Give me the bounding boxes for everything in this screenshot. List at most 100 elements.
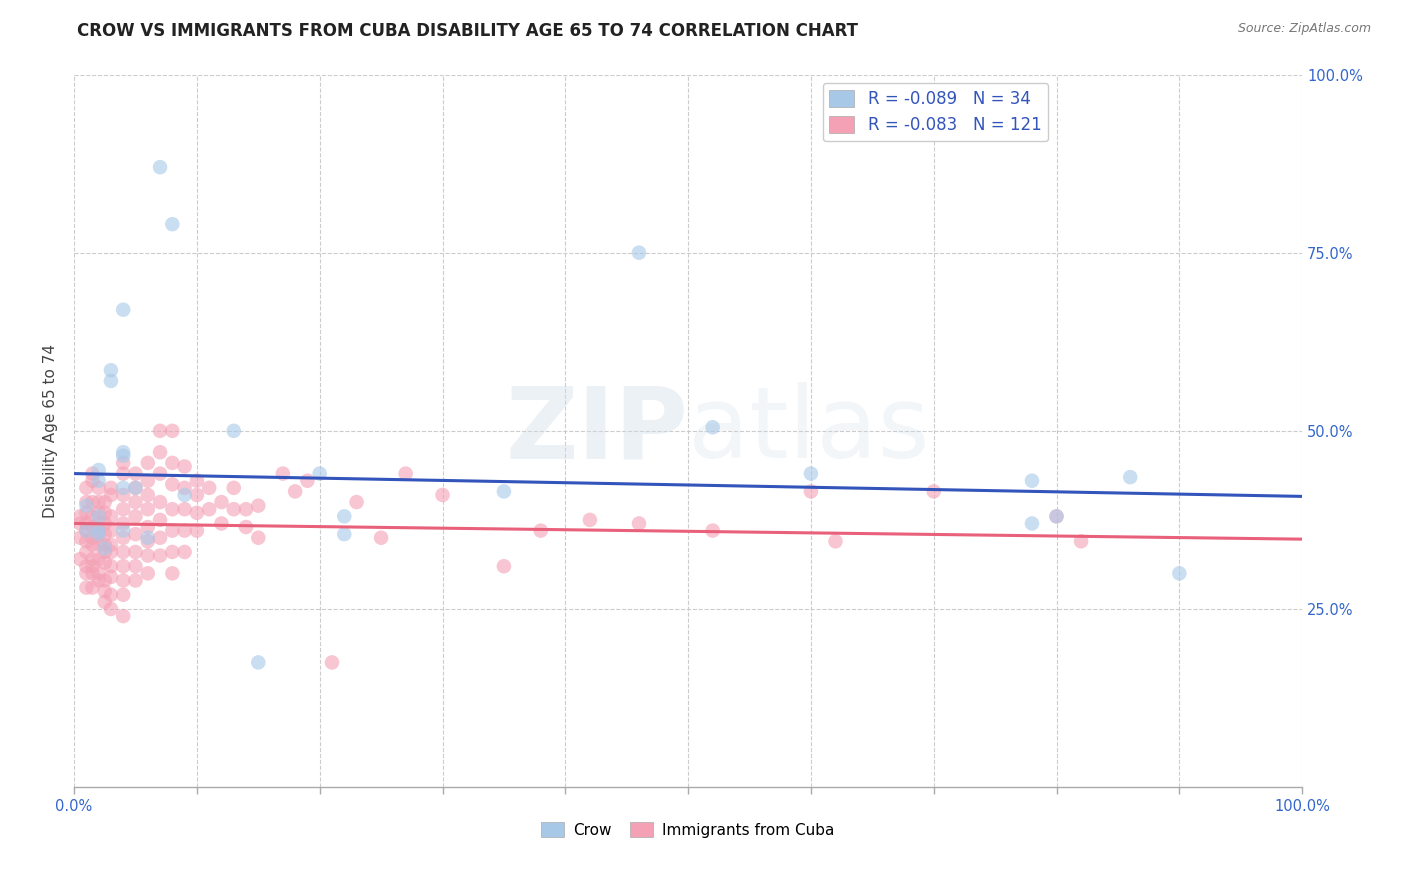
Point [136,534,159,549]
Text: atlas: atlas [688,383,929,479]
Point [87,495,110,509]
Point [100,509,122,524]
Point [87,509,110,524]
Point [247,499,270,513]
Point [124,574,146,588]
Point [308,467,330,481]
Point [100,374,122,388]
Point [136,531,159,545]
Point [1168,566,1191,581]
Point [173,481,195,495]
Point [112,302,135,317]
Point [198,502,221,516]
Point [100,363,122,377]
Point [211,516,233,531]
Point [186,474,208,488]
Point [75,506,97,520]
Point [492,559,515,574]
Point [112,502,135,516]
Point [579,513,602,527]
Point [100,570,122,584]
Text: Source: ZipAtlas.com: Source: ZipAtlas.com [1237,22,1371,36]
Point [149,549,172,563]
Point [112,449,135,463]
Point [75,499,97,513]
Point [162,566,184,581]
Point [94,545,117,559]
Point [82,538,104,552]
Point [530,524,553,538]
Point [69,516,91,531]
Point [136,502,159,516]
Point [492,484,515,499]
Point [112,456,135,470]
Point [94,527,117,541]
Point [1021,474,1043,488]
Point [69,552,91,566]
Point [82,581,104,595]
Point [124,495,146,509]
Point [211,495,233,509]
Point [162,524,184,538]
Point [173,459,195,474]
Point [627,245,650,260]
Point [149,445,172,459]
Point [124,481,146,495]
Point [136,566,159,581]
Point [82,474,104,488]
Point [173,524,195,538]
Point [100,481,122,495]
Point [149,513,172,527]
Point [100,602,122,616]
Point [149,467,172,481]
Point [173,545,195,559]
Text: ZIP: ZIP [505,383,688,479]
Point [800,484,823,499]
Point [87,524,110,538]
Point [82,552,104,566]
Point [124,545,146,559]
Point [94,516,117,531]
Point [82,467,104,481]
Point [87,538,110,552]
Point [173,488,195,502]
Point [112,545,135,559]
Point [247,531,270,545]
Point [94,574,117,588]
Point [100,588,122,602]
Point [100,488,122,502]
Point [186,506,208,520]
Point [271,467,294,481]
Point [136,520,159,534]
Point [222,424,245,438]
Point [112,531,135,545]
Point [124,509,146,524]
Point [222,502,245,516]
Point [149,424,172,438]
Point [75,495,97,509]
Point [100,538,122,552]
Point [149,495,172,509]
Point [235,520,257,534]
Point [1045,509,1067,524]
Point [75,534,97,549]
Point [284,484,307,499]
Point [162,477,184,491]
Point [136,474,159,488]
Point [112,559,135,574]
Point [75,481,97,495]
Point [702,420,724,434]
Point [112,445,135,459]
Point [124,467,146,481]
Point [112,467,135,481]
Point [297,474,319,488]
Point [173,502,195,516]
Point [1070,534,1092,549]
Point [222,481,245,495]
Point [149,531,172,545]
Point [112,488,135,502]
Point [94,584,117,599]
Point [87,552,110,566]
Point [800,467,823,481]
Point [186,488,208,502]
